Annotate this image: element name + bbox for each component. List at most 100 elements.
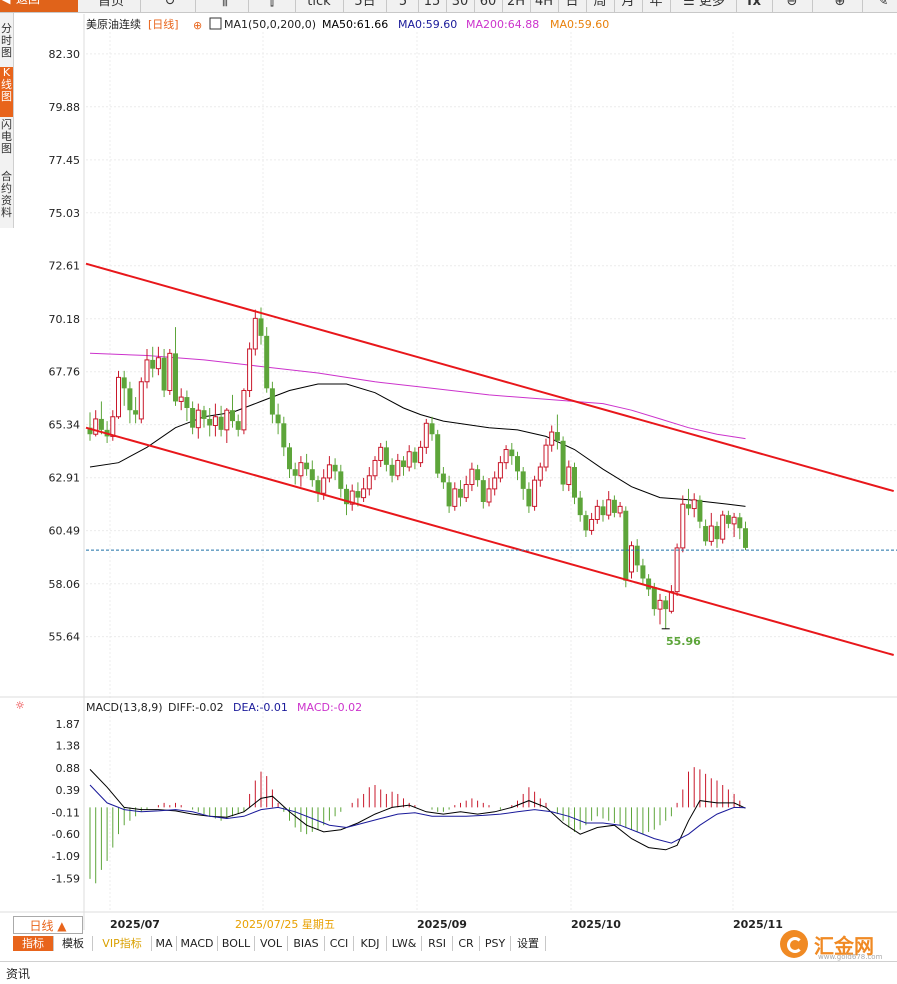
toolbar-divider: [140, 0, 141, 12]
tab-home[interactable]: 首页: [97, 0, 124, 9]
macd-params: MACD(13,8,9): [86, 701, 163, 714]
ma-params: MA1(50,0,200,0): [224, 18, 316, 31]
candle-body-down: [703, 526, 709, 542]
date-tick-label: 2025/07: [110, 918, 160, 930]
toolbar-divider: [343, 0, 344, 12]
indicator-tab[interactable]: VOL: [255, 936, 288, 951]
candle-body-down: [355, 491, 361, 498]
draw-tool-icon[interactable]: ✎: [877, 0, 889, 9]
candle-body-up: [110, 416, 116, 437]
price-tick-label: 70.18: [49, 313, 81, 326]
price-tick-label: 55.64: [49, 631, 81, 644]
indicator-tab[interactable]: BIAS: [288, 936, 325, 951]
candle-body-down: [515, 456, 520, 472]
candle-type-icon[interactable]: ⫼: [222, 0, 228, 9]
candle-body-up: [395, 459, 401, 477]
indicator-tab[interactable]: 指标: [13, 936, 54, 951]
logo-icon: [780, 930, 808, 958]
macd-diff: DIFF:-0.02: [168, 701, 224, 714]
refresh-icon[interactable]: ↻: [164, 0, 176, 9]
indicator-tab[interactable]: BOLL: [218, 936, 255, 951]
candle-body-up: [178, 396, 184, 402]
back-button[interactable]: ◀ 返回: [0, 0, 78, 12]
more-button[interactable]: ☰ 更多: [683, 0, 725, 9]
candle-body-up: [349, 490, 355, 505]
price-tick-label: 60.49: [49, 525, 81, 538]
candle-body-down: [554, 432, 560, 441]
candle-body-down: [230, 410, 235, 422]
bar-type-icon[interactable]: ⫿: [269, 0, 275, 9]
indicator-tab[interactable]: PSY: [480, 936, 511, 951]
candle-body-down: [572, 467, 577, 498]
period-selector[interactable]: 日线 ▲: [13, 916, 83, 934]
tab-year[interactable]: 年: [649, 0, 663, 9]
chart-canvas[interactable]: 82.30 79.88 77.45 75.03 72.61 70.18 67.76 65.34…: [0, 0, 897, 930]
price-tick-label: 79.88: [49, 101, 81, 114]
tab-day[interactable]: 日: [565, 0, 579, 9]
candle-body-down: [429, 423, 435, 435]
candle-body-down: [389, 464, 395, 476]
candle-body-up: [321, 477, 327, 494]
candle-body-down: [383, 447, 389, 465]
sidebar-item-timeshare[interactable]: 分时图: [1, 22, 12, 59]
fx-button[interactable]: fx: [746, 0, 762, 9]
indicator-tab[interactable]: LW&: [387, 936, 422, 951]
indicator-tab[interactable]: CR: [453, 936, 480, 951]
period-tag: [日线]: [148, 17, 179, 31]
macd-panel-icon[interactable]: ☼: [15, 699, 25, 712]
indicator-tab[interactable]: KDJ: [354, 936, 387, 951]
tab-30min[interactable]: 30: [451, 0, 469, 9]
price-tick-label: 62.91: [49, 472, 81, 485]
indicator-tab[interactable]: CCI: [325, 936, 354, 951]
toolbar-divider: [418, 0, 419, 12]
tab-week[interactable]: 周: [593, 0, 607, 9]
tab-tick[interactable]: tick: [307, 0, 331, 9]
zoom-out-icon[interactable]: ⊖: [786, 0, 798, 9]
macd-tick-label: 0.88: [56, 762, 81, 775]
indicator-tab[interactable]: MA: [152, 936, 177, 951]
price-tick-label: 58.06: [49, 578, 81, 591]
indicator-tab[interactable]: VIP指标: [93, 936, 152, 951]
candle-body-down: [401, 460, 406, 468]
sidebar-item-flash[interactable]: 闪电图: [1, 118, 12, 155]
date-tick-label: 2025/10: [571, 918, 621, 930]
candle-body-down: [651, 587, 657, 610]
settings-icon[interactable]: ⊕: [193, 19, 202, 32]
candle-body-down: [475, 469, 481, 481]
toolbar-divider: [446, 0, 447, 12]
candle-body-up: [503, 449, 509, 464]
candle-body-down: [133, 410, 139, 415]
tab-15min[interactable]: 15: [423, 0, 441, 9]
candle-body-down: [480, 480, 486, 502]
tab-month[interactable]: 月: [621, 0, 635, 9]
candle-body-down: [201, 410, 207, 419]
candle-body-up: [378, 446, 384, 461]
ma0-value: MA0:59.60: [398, 18, 457, 31]
candle-body-down: [127, 388, 133, 411]
indicator-icon[interactable]: [209, 17, 222, 30]
indicator-tab[interactable]: 模板: [54, 936, 93, 951]
zoom-in-icon[interactable]: ⊕: [834, 0, 846, 9]
top-toolbar: ◀ 返回 首页 ↻ ⫼ ⫿ tick 5日 5 15 30 60 2H 4H 日…: [0, 0, 897, 13]
sidebar-item-contract[interactable]: 合约资料: [1, 170, 12, 219]
indicator-tab[interactable]: 设置: [511, 936, 546, 951]
indicator-tab[interactable]: RSI: [422, 936, 453, 951]
toolbar-divider: [772, 0, 773, 12]
tab-5min[interactable]: 5: [398, 0, 408, 9]
toolbar-divider: [530, 0, 531, 12]
toolbar-divider: [295, 0, 296, 12]
candle-body-down: [121, 377, 127, 389]
tab-5day[interactable]: 5日: [354, 0, 376, 9]
candle-body-up: [212, 416, 218, 426]
tab-2h[interactable]: 2H: [506, 0, 526, 9]
indicator-tab[interactable]: MACD: [177, 936, 218, 951]
candle-body-up: [532, 479, 538, 507]
tab-60min[interactable]: 60: [479, 0, 497, 9]
macd-tick-label: 1.38: [56, 740, 81, 753]
tab-4h[interactable]: 4H: [534, 0, 554, 9]
news-label[interactable]: 资讯: [6, 967, 31, 981]
candle-body-up: [252, 317, 258, 350]
candle-body-up: [224, 409, 230, 431]
macd-info-row: ☼ MACD(13,8,9) DIFF:-0.02 DEA:-0.01 MACD…: [15, 699, 362, 714]
